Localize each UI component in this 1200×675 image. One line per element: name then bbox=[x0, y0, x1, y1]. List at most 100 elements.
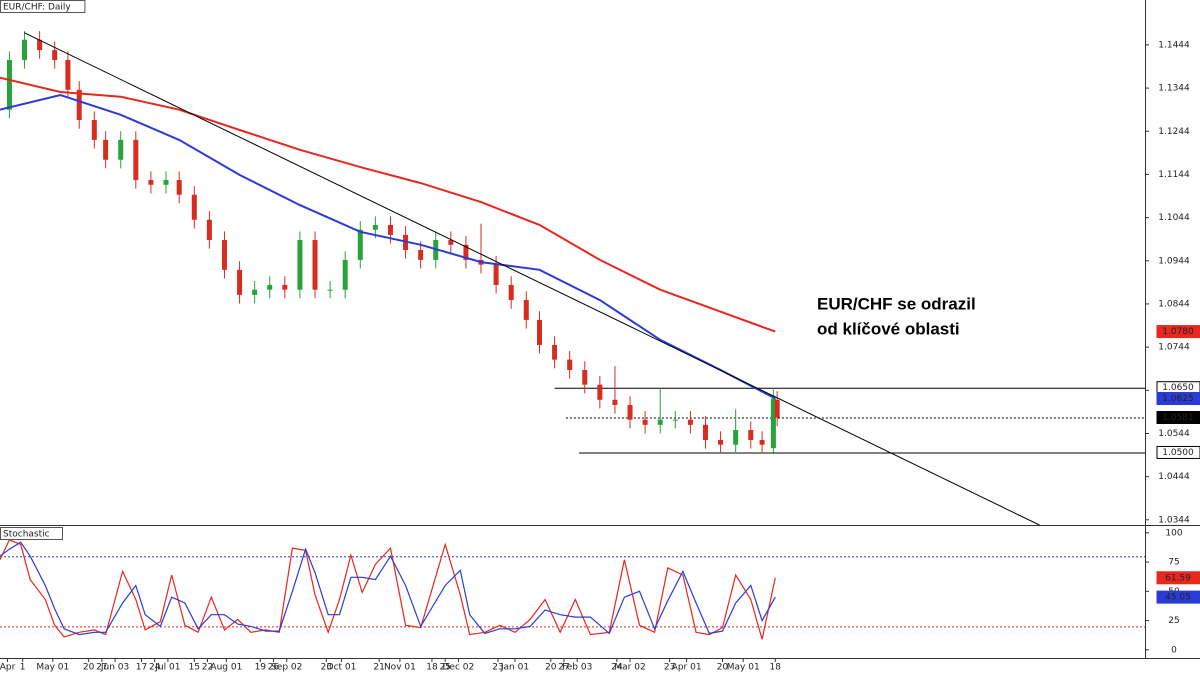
x-tick-label: 26 bbox=[268, 663, 280, 673]
price-label: 1.0625 bbox=[1162, 394, 1194, 404]
x-tick-label: May 01 bbox=[36, 663, 69, 673]
candle-body bbox=[612, 399, 618, 405]
y-tick-label: 1.0744 bbox=[1158, 343, 1190, 353]
price-label: 1.0581 bbox=[1162, 413, 1194, 423]
x-tick-label: 20 bbox=[717, 663, 729, 673]
candle-body bbox=[206, 219, 212, 241]
y-tick-label: 100 bbox=[1165, 528, 1182, 538]
x-tick-label: 20 bbox=[545, 663, 557, 673]
x-tick-label: Jul 01 bbox=[154, 663, 180, 673]
candle-body bbox=[342, 259, 348, 290]
x-tick-label: Sep 02 bbox=[271, 663, 302, 673]
x-tick-label: Dec 02 bbox=[443, 663, 475, 673]
candle-body bbox=[327, 289, 333, 291]
oscillator-line bbox=[0, 541, 776, 636]
candle-body bbox=[133, 139, 139, 181]
candle-body bbox=[508, 284, 514, 301]
candle-body bbox=[252, 289, 258, 295]
price-label: 61.59 bbox=[1165, 573, 1191, 583]
x-tick-label: 17 bbox=[136, 663, 147, 673]
price-label-box bbox=[1156, 325, 1200, 339]
x-tick-label: 23 bbox=[492, 663, 503, 673]
x-tick-label: Jun 03 bbox=[100, 663, 129, 673]
y-tick-label: 1.0944 bbox=[1158, 256, 1190, 266]
annotation: od klíčové oblasti bbox=[817, 319, 960, 338]
candle-body bbox=[176, 180, 182, 195]
price-label-box bbox=[1156, 571, 1200, 585]
annotation: EUR/CHF se odrazil bbox=[817, 294, 976, 313]
y-tick-label: 1.0844 bbox=[1158, 299, 1190, 309]
candle-body bbox=[148, 180, 154, 185]
candle-body bbox=[76, 89, 82, 121]
y-tick-label: 1.1044 bbox=[1158, 213, 1190, 223]
candle-body bbox=[312, 240, 318, 290]
candle-body bbox=[221, 240, 227, 270]
candle-body bbox=[718, 439, 724, 445]
x-tick-label: 27 bbox=[96, 663, 107, 673]
trendline bbox=[24, 32, 1040, 526]
candle-body bbox=[770, 398, 776, 449]
y-tick-label: 1.0344 bbox=[1158, 515, 1190, 525]
candle-body bbox=[52, 50, 58, 61]
moving-average bbox=[0, 93, 776, 400]
candle-body bbox=[582, 370, 588, 385]
candle-body bbox=[463, 244, 469, 260]
y-tick-label: 1.1144 bbox=[1158, 170, 1190, 180]
price-label: 1.0500 bbox=[1162, 448, 1194, 458]
candle-body bbox=[267, 284, 273, 290]
candle-body bbox=[523, 300, 529, 320]
y-tick-label: 0 bbox=[1171, 645, 1177, 655]
candle-body bbox=[22, 39, 28, 61]
pane-title: EUR/CHF: Daily bbox=[3, 3, 71, 13]
candle-body bbox=[297, 240, 303, 290]
candle-body bbox=[372, 224, 378, 230]
y-tick-label: 75 bbox=[1168, 558, 1179, 568]
price-label-box bbox=[1156, 410, 1200, 424]
x-tick-label: Mar 02 bbox=[614, 663, 645, 673]
y-tick-label: 25 bbox=[1168, 616, 1179, 626]
candle-body bbox=[448, 240, 454, 245]
x-tick-label: 1 bbox=[20, 663, 26, 673]
x-tick-label: Apr 01 bbox=[672, 663, 702, 673]
x-tick-label: Jan 01 bbox=[500, 663, 529, 673]
candle-body bbox=[702, 424, 708, 440]
candle-body bbox=[237, 269, 243, 295]
price-label: 1.0780 bbox=[1162, 327, 1194, 337]
y-tick-label: 1.1344 bbox=[1158, 84, 1190, 94]
x-tick-label: Oct 01 bbox=[326, 663, 356, 673]
candle-body bbox=[418, 249, 424, 260]
pane-title-box bbox=[0, 527, 63, 540]
candle-body bbox=[536, 319, 542, 345]
candle-body bbox=[748, 430, 754, 440]
x-tick-label: 24 bbox=[611, 663, 623, 673]
x-tick-label: 23 bbox=[664, 663, 675, 673]
candle-body bbox=[733, 430, 739, 445]
pane-title: Stochastic bbox=[3, 530, 50, 540]
moving-average bbox=[0, 76, 776, 333]
y-tick-label: 1.1244 bbox=[1158, 127, 1190, 137]
x-tick-label: 15 bbox=[189, 663, 200, 673]
x-tick-label: 18 bbox=[426, 663, 438, 673]
candle-body bbox=[567, 359, 573, 371]
x-tick-label: 19 bbox=[255, 663, 267, 673]
x-tick-label: Feb 03 bbox=[562, 663, 592, 673]
x-tick-label: 24 bbox=[149, 663, 161, 673]
price-label-box bbox=[1156, 445, 1200, 459]
candle-body bbox=[91, 120, 97, 140]
price-label: 1.0650 bbox=[1162, 383, 1194, 393]
candle-body bbox=[493, 264, 499, 285]
candle-body bbox=[163, 180, 169, 185]
x-tick-label: May 01 bbox=[727, 663, 760, 673]
oscillator-line bbox=[0, 539, 776, 640]
x-tick-label: 21 bbox=[373, 663, 384, 673]
x-tick-label: 18 bbox=[770, 663, 782, 673]
x-tick-label: 25 bbox=[439, 663, 450, 673]
candle-body bbox=[357, 229, 363, 260]
candle-body bbox=[774, 399, 780, 418]
y-tick-label: 1.0544 bbox=[1158, 429, 1190, 439]
y-tick-label: 1.0444 bbox=[1158, 472, 1190, 482]
x-tick-label: Nov 01 bbox=[384, 663, 416, 673]
candle-body bbox=[118, 139, 124, 160]
